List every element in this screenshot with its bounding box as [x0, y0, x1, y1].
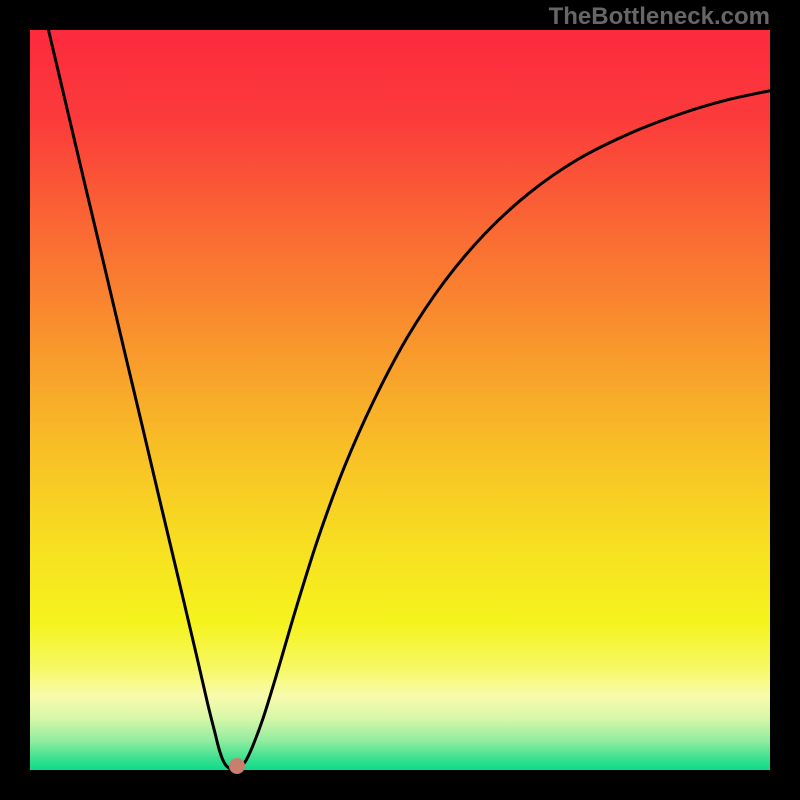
chart-frame: TheBottleneck.com [0, 0, 800, 800]
curve-layer [30, 30, 770, 770]
minimum-marker [229, 758, 245, 774]
plot-area [30, 30, 770, 770]
watermark-text: TheBottleneck.com [549, 3, 770, 31]
bottleneck-curve [49, 30, 771, 770]
